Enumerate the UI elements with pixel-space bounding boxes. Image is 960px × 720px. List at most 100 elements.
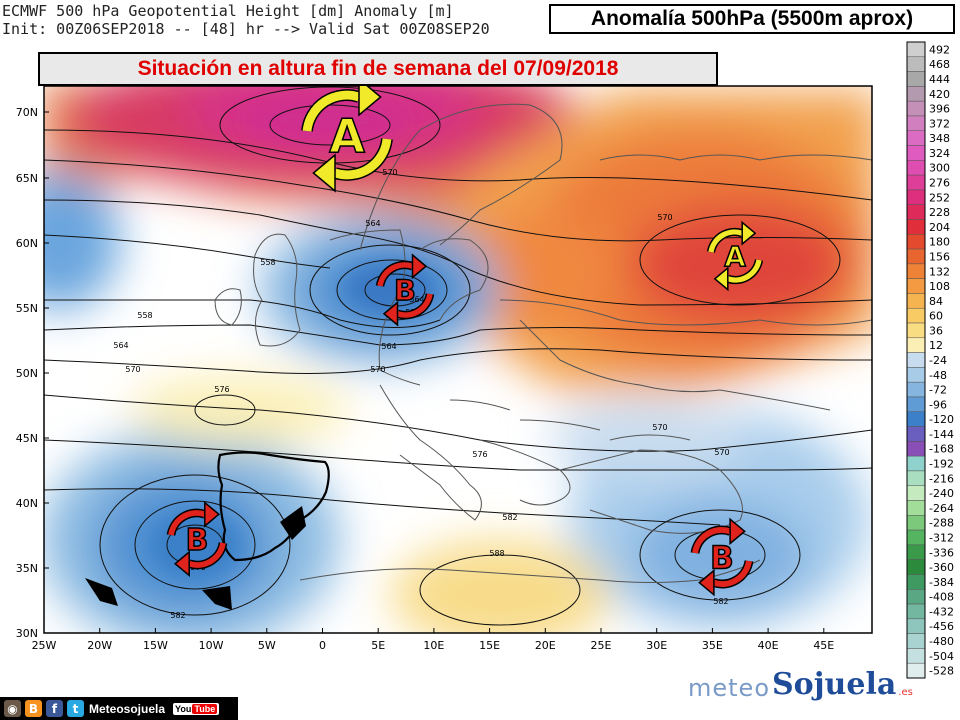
youtube-you: You: [175, 703, 192, 714]
colorbar-label: 396: [929, 103, 950, 116]
colorbar-swatch: [906, 485, 926, 501]
contour-label: 570: [652, 423, 667, 432]
colorbar-label: 444: [929, 73, 950, 86]
colorbar-swatch: [906, 455, 926, 472]
colorbar-swatch: [906, 145, 926, 161]
colorbar-label: 132: [929, 265, 950, 278]
lat-tick-label: 40N: [16, 497, 38, 510]
footer-handle[interactable]: Meteosojuela: [89, 701, 166, 716]
rotation-arrow: [188, 542, 226, 568]
contour-label: 582: [170, 611, 185, 620]
colorbar-label: -408: [929, 591, 954, 604]
colorbar-swatch: [906, 633, 926, 649]
youtube-tube: Tube: [192, 703, 218, 714]
colorbar-swatch: [906, 263, 926, 279]
map-frame: [43, 85, 873, 634]
colorbar-swatch: [906, 100, 926, 117]
arrow-head: [312, 153, 336, 193]
colorbar-label: 324: [929, 147, 950, 160]
colorbar-label: 156: [929, 250, 950, 263]
colorbar-swatch: [906, 204, 926, 220]
contour-label: 576: [472, 450, 487, 459]
logo-tld: .es: [898, 687, 913, 698]
lat-tick-label: 50N: [16, 367, 38, 380]
contour-label: 588: [489, 549, 504, 558]
colorbar-label: 420: [929, 88, 950, 101]
lat-tick-label: 55N: [16, 302, 38, 315]
colorbar-label: 12: [929, 339, 943, 352]
colorbar-label: -24: [929, 354, 947, 367]
contour-label: 564: [381, 342, 396, 351]
colorbar-swatch: [906, 367, 926, 383]
front-arrows: [85, 506, 306, 610]
colorbar-label: -120: [929, 413, 954, 426]
contour-label: 582: [713, 597, 728, 606]
colorbar-swatch: [906, 248, 926, 265]
colorbar-swatch: [906, 86, 926, 102]
lat-tick-label: 45N: [16, 432, 38, 445]
colorbar-swatch: [906, 559, 926, 575]
colorbar-label: -384: [929, 576, 954, 589]
anomaly-fields: [44, 86, 872, 633]
lat-tick-label: 65N: [16, 172, 38, 185]
colorbar-label: 180: [929, 236, 950, 249]
rotation-arrow: [302, 90, 361, 132]
colorbar-label: -168: [929, 443, 954, 456]
contour-label: 564: [409, 295, 424, 304]
colorbar-swatch: [906, 115, 926, 131]
arrow-head: [729, 517, 746, 546]
instagram-icon[interactable]: ◉: [4, 700, 21, 717]
colorbar-swatch: [906, 618, 926, 634]
lon-tick-label: 0: [319, 639, 326, 652]
colorbar-label: 468: [929, 58, 950, 71]
logo-sojuela: Sojuela: [772, 667, 897, 702]
latitude-axis: 70N 65N 60N 55N 50N 45N 40N 35N 30N: [16, 106, 49, 640]
colorbar-swatch: [906, 603, 926, 620]
contour-label: 570: [382, 168, 397, 177]
contour-label: 570: [714, 448, 729, 457]
lat-tick-label: 30N: [16, 627, 38, 640]
colorbar-label: -480: [929, 635, 954, 648]
lon-tick-label: 40E: [758, 639, 779, 652]
blogger-icon[interactable]: B: [25, 700, 42, 717]
colorbar-swatch: [906, 500, 926, 516]
arrow-head: [358, 77, 382, 117]
lon-tick-label: 5E: [371, 639, 385, 652]
colorbar-swatch: [906, 293, 926, 309]
rotation-arrow: [692, 527, 732, 554]
colorbar-swatch: [906, 411, 926, 427]
anomaly-title-badge: Anomalía 500hPa (5500m aprox): [549, 4, 955, 34]
lat-tick-label: 70N: [16, 106, 38, 119]
facebook-icon[interactable]: f: [46, 700, 63, 717]
colorbar-label: 228: [929, 206, 950, 219]
low-pressure-center: B: [166, 500, 228, 578]
youtube-icon[interactable]: You Tube: [173, 702, 220, 715]
contour-label: 570: [657, 213, 672, 222]
colorbar-label: -504: [929, 650, 954, 663]
contour-label: 570: [370, 365, 385, 374]
colorbar-swatch: [906, 574, 926, 590]
low-pressure-center: B: [690, 517, 754, 597]
lat-tick-label: 60N: [16, 237, 38, 250]
lat-tick-label: 35N: [16, 562, 38, 575]
lon-tick-label: 30E: [646, 639, 667, 652]
colorbar-label: 108: [929, 280, 950, 293]
colorbar-label: -264: [929, 502, 954, 515]
colorbar-label: -288: [929, 517, 954, 530]
contour-label: 570: [125, 365, 140, 374]
colorbar-swatch: [906, 441, 926, 457]
social-footer: ◉ B f t Meteosojuela You Tube: [0, 697, 238, 720]
colorbar-label: 252: [929, 191, 950, 204]
colorbar-swatch: [906, 322, 926, 339]
lon-tick-label: 10W: [199, 639, 224, 652]
colorbar-label: 300: [929, 162, 950, 175]
arrow-head: [411, 253, 428, 280]
twitter-icon[interactable]: t: [67, 700, 84, 717]
header-line-1: ECMWF 500 hPa Geopotential Height [dm] A…: [2, 2, 454, 20]
colorbar-swatch: [906, 56, 926, 72]
colorbar-label: -72: [929, 384, 947, 397]
situation-banner: Situación en altura fin de semana del 07…: [38, 52, 718, 86]
colorbar-label: -144: [929, 428, 954, 441]
colorbar-swatch: [906, 278, 926, 294]
